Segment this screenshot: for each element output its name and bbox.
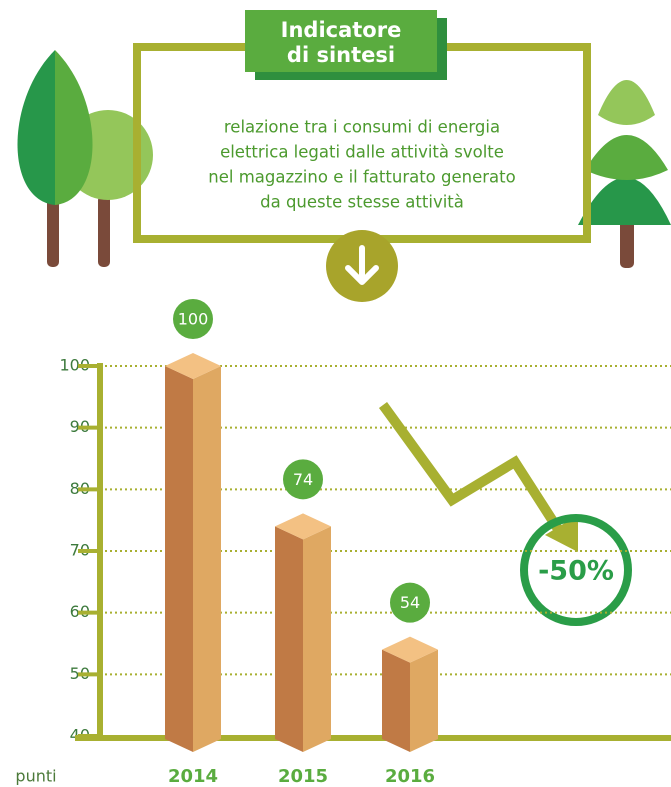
- x-tick-label: 2015: [278, 766, 328, 787]
- description: elettrica legati dalle attività svolte: [220, 143, 504, 162]
- title: Indicatore: [281, 18, 402, 42]
- bar-side: [410, 650, 438, 752]
- x-tick-label: 2016: [385, 766, 435, 787]
- y-axis-label: punti: [15, 767, 56, 786]
- description: relazione tra i consumi di energia: [224, 118, 500, 137]
- x-tick-label: 2014: [168, 766, 218, 787]
- bar-front: [275, 526, 303, 752]
- bar-side: [193, 366, 221, 752]
- pine-decoration: [578, 80, 671, 268]
- value-label: 100: [178, 310, 209, 329]
- annotation: -50%: [538, 556, 614, 587]
- tree-decoration: [18, 50, 154, 267]
- value-label: 54: [400, 593, 420, 612]
- bar-front: [382, 650, 410, 752]
- value-label: 74: [293, 470, 313, 489]
- title: di sintesi: [287, 43, 395, 67]
- description: da queste stesse attività: [260, 193, 464, 212]
- trend-arrow: [383, 405, 565, 540]
- bar-side: [303, 526, 331, 752]
- description: nel magazzino e il fatturato generato: [208, 168, 515, 187]
- bar-front: [165, 366, 193, 752]
- infographic: Indicatore di sintesi relazione tra i co…: [0, 0, 671, 787]
